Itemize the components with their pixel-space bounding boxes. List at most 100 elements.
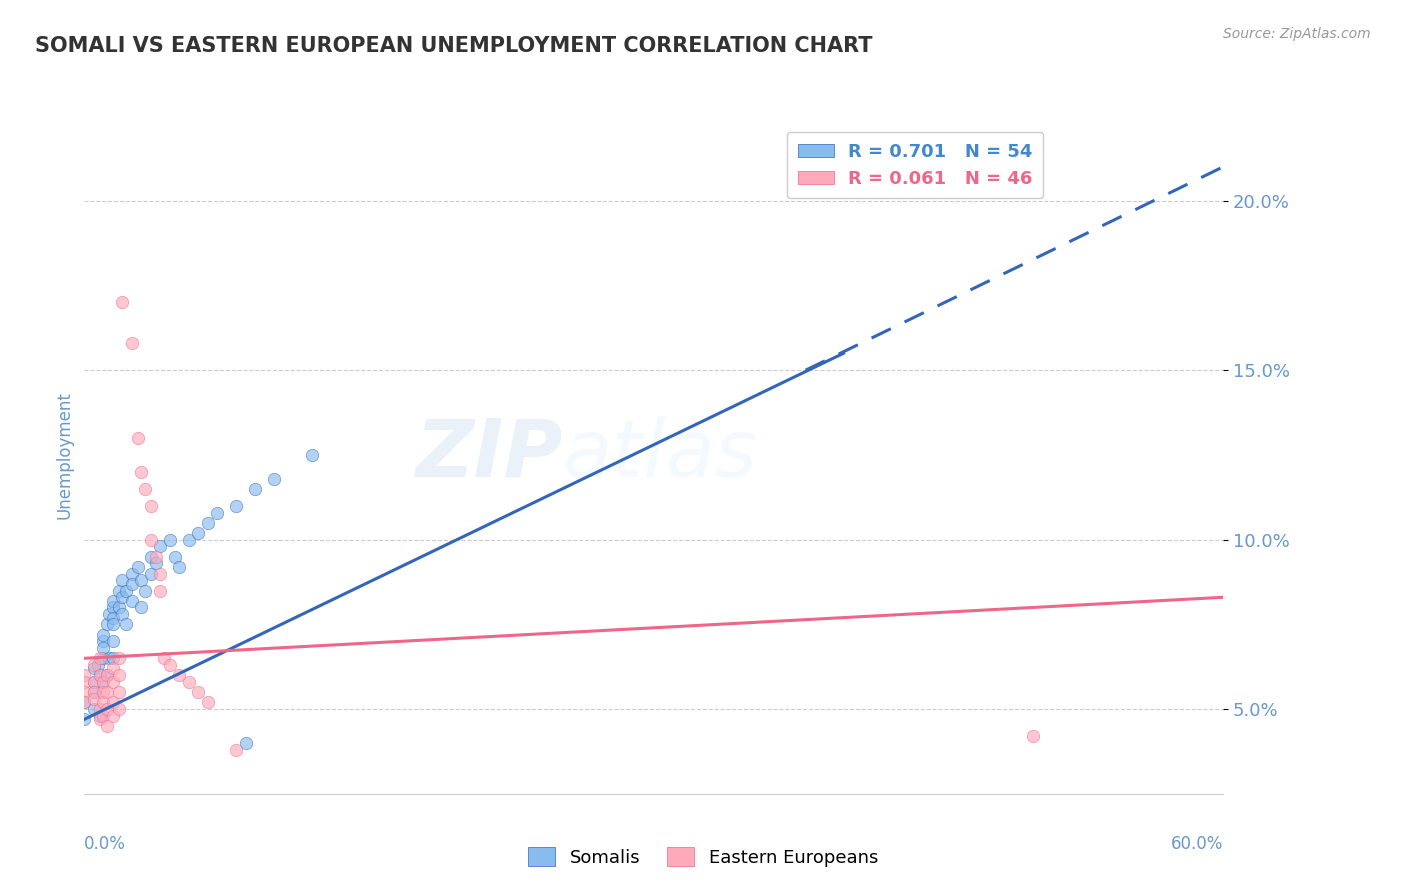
Point <box>177 675 200 690</box>
Point <box>121 576 143 591</box>
Point <box>197 516 219 530</box>
Point <box>73 685 96 699</box>
Point <box>1022 729 1045 743</box>
Point <box>96 668 118 682</box>
Point <box>101 610 124 624</box>
Point <box>187 685 209 699</box>
Point <box>111 295 134 310</box>
Point <box>107 651 129 665</box>
Point <box>149 583 172 598</box>
Point <box>101 600 124 615</box>
Point <box>101 634 124 648</box>
Point <box>165 549 187 564</box>
Point <box>145 557 167 571</box>
Point <box>139 566 162 581</box>
Point <box>107 685 129 699</box>
Point <box>149 540 172 554</box>
Point <box>127 559 149 574</box>
Point <box>89 668 111 682</box>
Point <box>159 658 181 673</box>
Point <box>134 482 156 496</box>
Point <box>149 566 172 581</box>
Point <box>93 651 115 665</box>
Point <box>245 482 267 496</box>
Point <box>83 702 105 716</box>
Point <box>101 661 124 675</box>
Legend: R = 0.701   N = 54, R = 0.061   N = 46: R = 0.701 N = 54, R = 0.061 N = 46 <box>787 132 1043 198</box>
Text: ZIP: ZIP <box>415 416 562 494</box>
Point <box>98 651 121 665</box>
Point <box>101 617 124 632</box>
Point <box>169 559 191 574</box>
Point <box>111 574 134 588</box>
Point <box>96 719 118 733</box>
Point <box>86 658 108 673</box>
Point <box>96 702 118 716</box>
Point <box>131 465 153 479</box>
Point <box>107 583 129 598</box>
Text: atlas: atlas <box>562 416 758 494</box>
Point <box>96 617 118 632</box>
Point <box>89 712 111 726</box>
Point <box>107 702 129 716</box>
Point <box>89 668 111 682</box>
Point <box>89 651 111 665</box>
Point <box>93 641 115 656</box>
Point <box>121 566 143 581</box>
Point <box>115 583 138 598</box>
Point <box>73 712 96 726</box>
Point <box>93 675 115 690</box>
Point <box>73 675 96 690</box>
Point <box>177 533 200 547</box>
Point <box>225 499 247 513</box>
Point <box>101 593 124 607</box>
Point <box>121 593 143 607</box>
Text: 60.0%: 60.0% <box>1171 835 1223 853</box>
Point <box>301 448 323 462</box>
Point <box>83 675 105 690</box>
Point <box>111 607 134 622</box>
Point <box>153 651 176 665</box>
Point <box>101 695 124 709</box>
Point <box>145 549 167 564</box>
Point <box>139 499 162 513</box>
Point <box>83 658 105 673</box>
Point <box>115 617 138 632</box>
Legend: Somalis, Eastern Europeans: Somalis, Eastern Europeans <box>520 840 886 874</box>
Point <box>101 675 124 690</box>
Point <box>131 574 153 588</box>
Point <box>93 709 115 723</box>
Point <box>73 668 96 682</box>
Point <box>127 431 149 445</box>
Point <box>101 709 124 723</box>
Point <box>235 736 257 750</box>
Point <box>73 695 96 709</box>
Point <box>121 336 143 351</box>
Point <box>101 651 124 665</box>
Point <box>107 600 129 615</box>
Point <box>98 607 121 622</box>
Point <box>83 685 105 699</box>
Point <box>159 533 181 547</box>
Point <box>197 695 219 709</box>
Point <box>169 668 191 682</box>
Point <box>131 600 153 615</box>
Text: 0.0%: 0.0% <box>84 835 127 853</box>
Point <box>93 675 115 690</box>
Point <box>96 685 118 699</box>
Y-axis label: Unemployment: Unemployment <box>55 391 73 519</box>
Point <box>134 583 156 598</box>
Point <box>93 695 115 709</box>
Point <box>107 668 129 682</box>
Text: SOMALI VS EASTERN EUROPEAN UNEMPLOYMENT CORRELATION CHART: SOMALI VS EASTERN EUROPEAN UNEMPLOYMENT … <box>35 36 873 55</box>
Point <box>263 472 285 486</box>
Point <box>93 627 115 641</box>
Point <box>93 685 115 699</box>
Point <box>96 668 118 682</box>
Text: Source: ZipAtlas.com: Source: ZipAtlas.com <box>1223 27 1371 41</box>
Point <box>187 525 209 540</box>
Point <box>83 692 105 706</box>
Point <box>93 634 115 648</box>
Point <box>207 506 229 520</box>
Point <box>139 533 162 547</box>
